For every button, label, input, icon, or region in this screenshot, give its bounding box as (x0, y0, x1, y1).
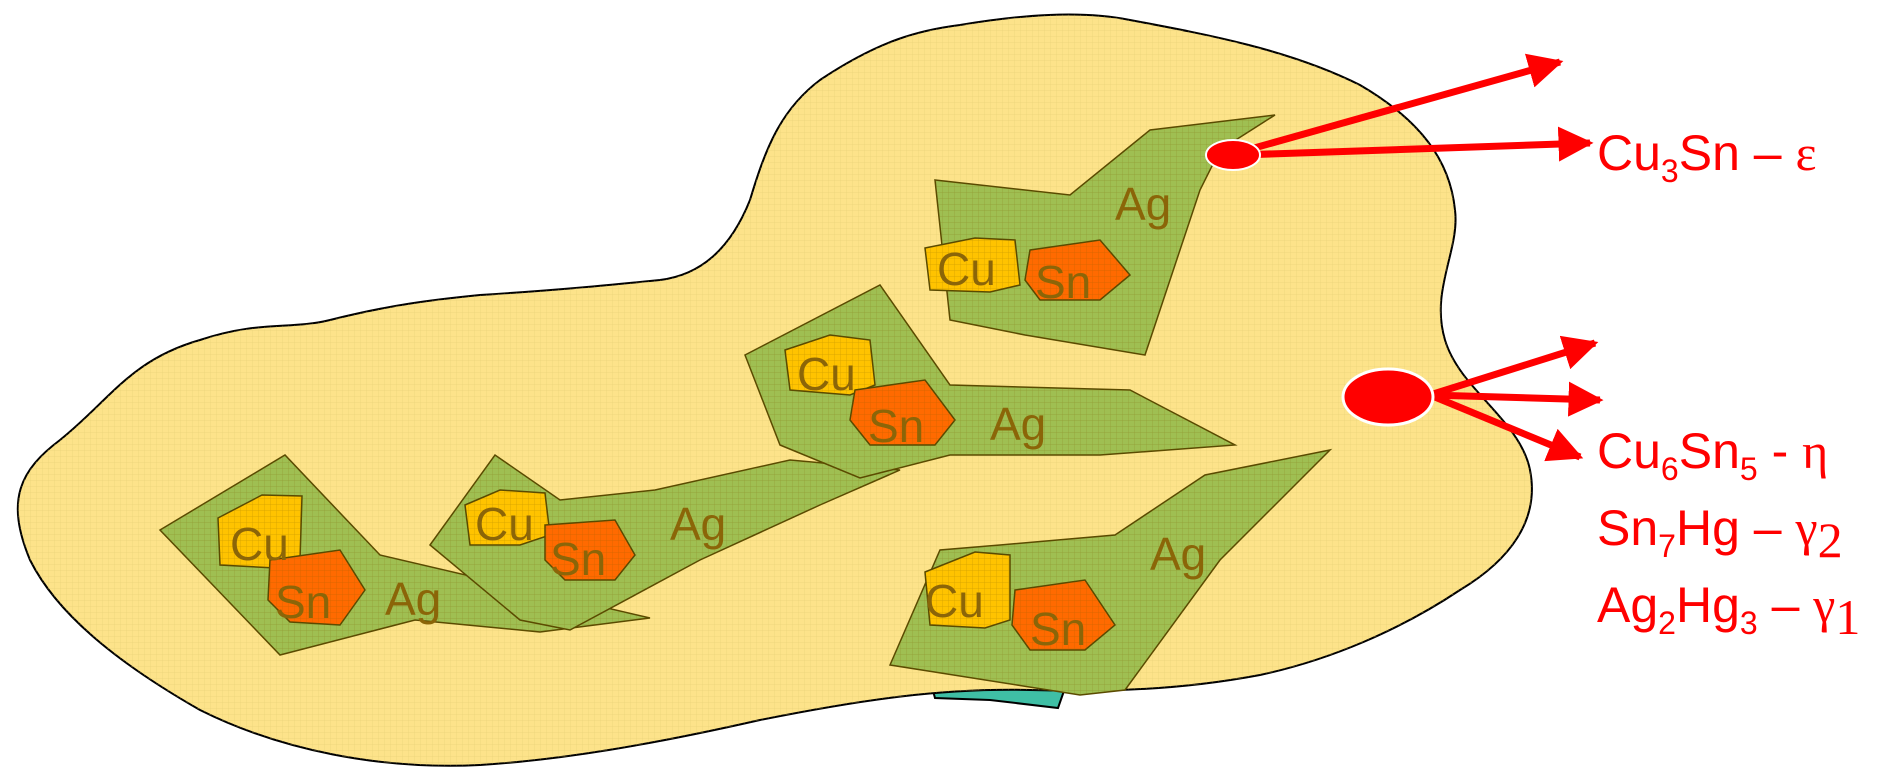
ag-label: Ag (990, 398, 1046, 450)
alloy-particle-2: Cu Sn Ag (428, 453, 901, 631)
sn-label: Sn (1035, 256, 1091, 308)
gamma1-phase-label: Ag2Hg3 – γ1 (1597, 577, 1860, 645)
eta-gamma-phase-marker (1341, 367, 1435, 427)
ag-label: Ag (1115, 178, 1171, 230)
sn-label: Sn (550, 533, 606, 585)
alloy-particle-3: Cu Sn Ag (744, 284, 1238, 479)
arrow-upper-a (1239, 53, 1564, 156)
arrow-lower-a (1428, 335, 1599, 399)
alloy-particle-5: Cu Sn Ag (888, 448, 1333, 696)
cu-label: Cu (475, 498, 534, 550)
cu-label: Cu (230, 518, 289, 570)
cu-label: Cu (937, 243, 996, 295)
sn-label: Sn (1030, 603, 1086, 655)
alloy-particle-4: Cu Sn Ag (924, 114, 1276, 356)
cu-label: Cu (797, 348, 856, 400)
epsilon-phase-label: Cu3Sn – ε (1597, 125, 1816, 189)
arrow-upper-b (1239, 126, 1594, 162)
cu-label: Cu (925, 575, 984, 627)
eta-phase-label: Cu6Sn5 - η (1597, 423, 1828, 487)
sn-label: Sn (868, 400, 924, 452)
ag-label: Ag (1150, 528, 1206, 580)
gamma2-phase-label: Sn7Hg – γ2 (1597, 500, 1843, 568)
arrow-lower-b (1429, 381, 1604, 417)
ag-label: Ag (670, 498, 726, 550)
eta-gamma-phase-callout (1341, 335, 1604, 462)
ag-label: Ag (385, 573, 441, 625)
arrow-lower-c (1428, 391, 1584, 462)
epsilon-phase-marker (1205, 139, 1261, 171)
epsilon-phase-callout (1205, 53, 1594, 171)
sn-label: Sn (275, 576, 331, 628)
